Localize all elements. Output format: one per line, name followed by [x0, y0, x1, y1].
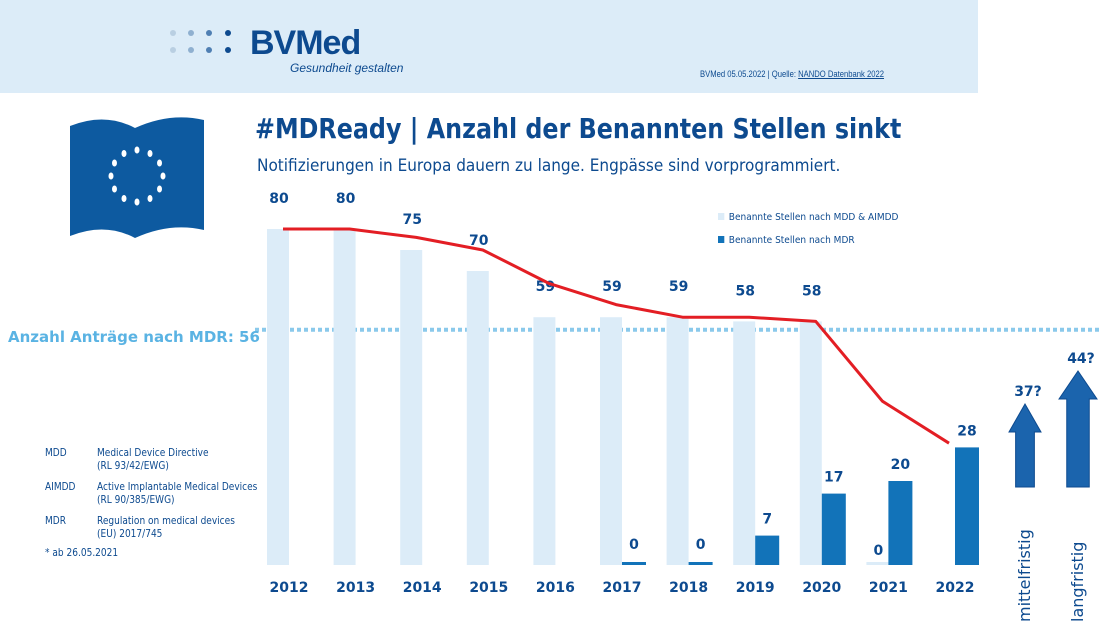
projection-arrow-icon: [1008, 402, 1042, 488]
bar-mdd: [799, 321, 822, 565]
bar-mdd: [600, 317, 622, 565]
x-tick-label: 2014: [403, 580, 442, 596]
bar-mdd: [733, 321, 756, 565]
flag-star-icon: [111, 185, 117, 193]
glossary-def: (RL 93/42/EWG): [97, 459, 169, 472]
eu-flag-icon: [70, 117, 204, 238]
bar-mdd: [666, 317, 689, 565]
header-banner: BVMed Gesundheit gestalten BVMed 05.05.2…: [0, 0, 978, 93]
data-label-mdd: 0: [874, 543, 884, 559]
x-tick-label: 2012: [270, 580, 309, 596]
flag-star-icon: [134, 198, 140, 206]
bar-mdd: [533, 317, 556, 565]
data-label-mdd: 80: [269, 191, 289, 207]
source-note: BVMed 05.05.2022 | Quelle: NANDO Datenba…: [700, 69, 885, 79]
x-tick-label: 2020: [802, 580, 841, 596]
bar-mdr: [955, 447, 979, 565]
x-tick-label: 2018: [669, 580, 708, 596]
flag-star-icon: [160, 172, 166, 180]
footnote: * ab 26.05.2021: [45, 546, 119, 559]
data-label-mdd: 58: [735, 283, 754, 299]
glossary-abbr: MDD: [45, 446, 67, 459]
x-tick-label: 2016: [536, 580, 575, 596]
bar-mdr: [688, 562, 713, 565]
projection-value: 37?: [1014, 384, 1042, 400]
legend-swatch-dark: [718, 236, 725, 243]
data-label-mdr: 0: [696, 537, 706, 553]
glossary-def: Active Implantable Medical Devices: [97, 480, 258, 493]
glossary-def: Regulation on medical devices: [97, 514, 235, 527]
bar-mdd: [333, 229, 356, 565]
projection-label-long: langfristig: [1068, 541, 1087, 622]
tagline: Gesundheit gestalten: [290, 61, 404, 75]
x-tick-label: 2017: [603, 580, 642, 596]
data-label-mdd: 59: [669, 279, 688, 295]
bar-mdr: [755, 535, 780, 565]
flag-star-icon: [134, 146, 140, 154]
glossary-abbr: AIMDD: [45, 480, 76, 493]
page-title: #MDReady | Anzahl der Benannten Stellen …: [255, 112, 902, 145]
x-tick-label: 2015: [469, 580, 508, 596]
trend-line: [283, 227, 950, 445]
bar-mdd: [866, 562, 889, 565]
flag-star-icon: [147, 149, 153, 157]
legend-item-mdr: Benannte Stellen nach MDR: [718, 235, 855, 246]
flag-star-icon: [121, 195, 127, 203]
data-label-mdd: 80: [336, 191, 356, 207]
flag-star-icon: [108, 172, 114, 180]
data-label-mdd: 59: [602, 279, 621, 295]
bar-mdd: [400, 250, 423, 565]
data-label-mdr: 28: [957, 423, 976, 439]
bar-mdr: [622, 562, 646, 565]
x-tick-label: 2013: [336, 580, 375, 596]
x-tick-label: 2019: [736, 580, 775, 596]
data-label-mdr: 17: [824, 470, 843, 486]
data-label-mdr: 0: [629, 537, 639, 553]
flag-star-icon: [121, 149, 127, 157]
legend-item-mdd: Benannte Stellen nach MDD & AIMDD: [718, 212, 898, 223]
legend-swatch-light: [718, 213, 725, 220]
data-label-mdd: 70: [469, 233, 489, 249]
source-link[interactable]: NANDO Datenbank 2022: [798, 69, 885, 79]
projection-label-mid: mittelfristig: [1015, 529, 1034, 622]
data-label-mdr: 20: [891, 457, 911, 473]
projection-arrow-icon: [1058, 370, 1098, 488]
bar-mdr: [888, 481, 913, 565]
x-tick-label: 2022: [936, 580, 975, 596]
flag-star-icon: [157, 159, 163, 167]
flag-star-icon: [147, 195, 153, 203]
bar-mdd: [466, 271, 489, 565]
x-tick-label: 2021: [869, 580, 908, 596]
bar-mdr: [821, 493, 846, 565]
data-label-mdd: 75: [402, 212, 421, 228]
flag-star-icon: [111, 159, 117, 167]
data-label-mdd: 58: [802, 283, 821, 299]
brand-logo: BVMed: [250, 24, 361, 62]
glossary-abbr: MDR: [45, 514, 66, 527]
page-subtitle: Notifizierungen in Europa dauern zu lang…: [257, 156, 841, 176]
projection-value: 44?: [1067, 351, 1095, 367]
glossary-def: (EU) 2017/745: [97, 527, 163, 540]
reference-line-label: Anzahl Anträge nach MDR: 56: [8, 328, 260, 346]
glossary-def: (RL 90/385/EWG): [97, 493, 175, 506]
bar-mdd: [267, 229, 289, 565]
glossary-def: Medical Device Directive: [97, 446, 209, 459]
flag-star-icon: [157, 185, 163, 193]
data-label-mdr: 7: [762, 512, 772, 528]
